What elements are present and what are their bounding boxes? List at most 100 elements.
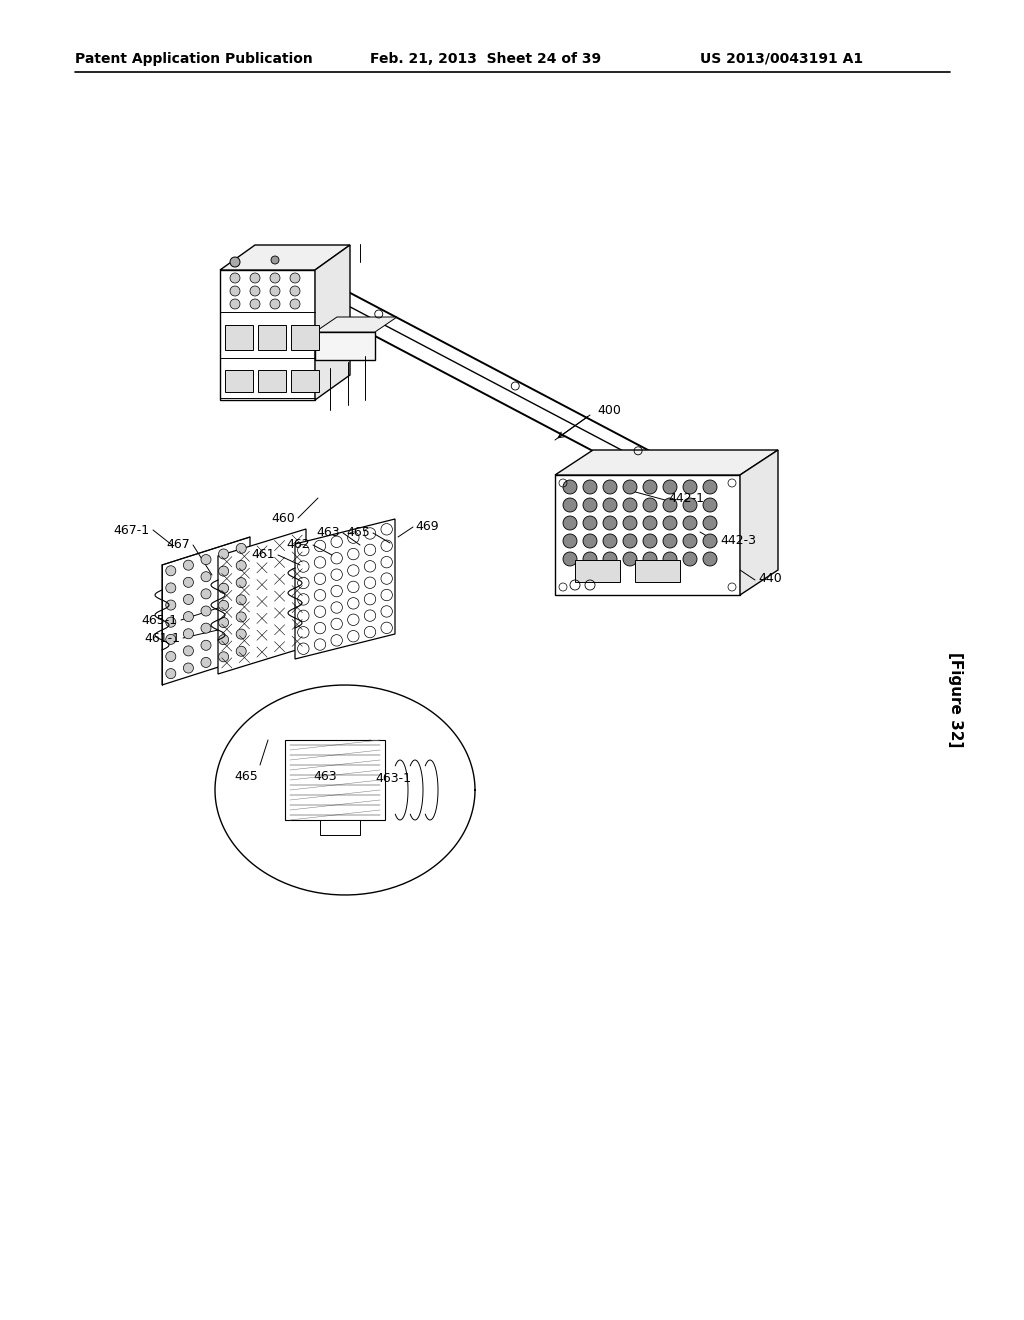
Text: 461-1: 461-1 — [144, 631, 180, 644]
Circle shape — [623, 552, 637, 566]
Circle shape — [183, 594, 194, 605]
Circle shape — [703, 498, 717, 512]
Circle shape — [703, 480, 717, 494]
Circle shape — [183, 560, 194, 570]
Bar — [258, 370, 286, 392]
Circle shape — [563, 480, 577, 494]
Bar — [258, 325, 286, 350]
Text: Patent Application Publication: Patent Application Publication — [75, 51, 312, 66]
Circle shape — [237, 561, 246, 570]
Bar — [635, 560, 680, 582]
Text: 463-1: 463-1 — [375, 772, 411, 785]
Circle shape — [166, 583, 176, 593]
Polygon shape — [220, 246, 350, 271]
Circle shape — [270, 300, 280, 309]
Circle shape — [218, 549, 228, 558]
Circle shape — [623, 516, 637, 531]
Circle shape — [583, 552, 597, 566]
Circle shape — [183, 611, 194, 622]
Circle shape — [230, 257, 240, 267]
Circle shape — [237, 630, 246, 639]
Circle shape — [230, 286, 240, 296]
Circle shape — [270, 273, 280, 282]
Text: 442-1: 442-1 — [668, 491, 705, 504]
Circle shape — [563, 535, 577, 548]
Circle shape — [623, 498, 637, 512]
Polygon shape — [220, 271, 315, 400]
Circle shape — [183, 663, 194, 673]
Circle shape — [270, 286, 280, 296]
Text: 467-1: 467-1 — [114, 524, 150, 536]
Text: 442-3: 442-3 — [720, 533, 756, 546]
Circle shape — [201, 623, 211, 634]
Circle shape — [166, 566, 176, 576]
Circle shape — [663, 516, 677, 531]
Circle shape — [643, 535, 657, 548]
Circle shape — [683, 516, 697, 531]
Text: 465-1: 465-1 — [142, 614, 178, 627]
Circle shape — [166, 618, 176, 627]
Bar — [225, 325, 253, 350]
Circle shape — [183, 645, 194, 656]
Circle shape — [583, 498, 597, 512]
Circle shape — [237, 647, 246, 656]
Circle shape — [663, 480, 677, 494]
Text: 465: 465 — [234, 770, 258, 783]
Circle shape — [230, 273, 240, 282]
Circle shape — [643, 480, 657, 494]
Circle shape — [663, 535, 677, 548]
Circle shape — [623, 480, 637, 494]
Circle shape — [603, 516, 617, 531]
Circle shape — [583, 535, 597, 548]
Circle shape — [683, 552, 697, 566]
Circle shape — [237, 544, 246, 553]
Circle shape — [237, 595, 246, 605]
Polygon shape — [295, 519, 395, 659]
Circle shape — [218, 601, 228, 610]
Circle shape — [218, 635, 228, 644]
Circle shape — [703, 552, 717, 566]
Circle shape — [218, 566, 228, 576]
Text: [Figure 32]: [Figure 32] — [947, 652, 963, 747]
Text: 462: 462 — [287, 539, 310, 552]
Text: 460: 460 — [271, 511, 295, 524]
Polygon shape — [162, 537, 250, 685]
Circle shape — [250, 286, 260, 296]
Polygon shape — [555, 475, 740, 595]
Circle shape — [230, 300, 240, 309]
Polygon shape — [555, 450, 778, 475]
Text: 469: 469 — [415, 520, 438, 533]
Circle shape — [623, 535, 637, 548]
Text: 400: 400 — [597, 404, 621, 417]
Circle shape — [271, 256, 279, 264]
Circle shape — [290, 300, 300, 309]
Circle shape — [218, 583, 228, 593]
Circle shape — [250, 300, 260, 309]
Circle shape — [603, 535, 617, 548]
Bar — [291, 370, 319, 392]
Circle shape — [166, 652, 176, 661]
Bar — [319, 820, 360, 836]
Circle shape — [201, 554, 211, 565]
Text: 467: 467 — [166, 539, 190, 552]
Circle shape — [218, 618, 228, 627]
Circle shape — [250, 273, 260, 282]
Circle shape — [290, 273, 300, 282]
Circle shape — [166, 601, 176, 610]
Polygon shape — [315, 317, 397, 333]
Text: 465: 465 — [346, 527, 370, 540]
Polygon shape — [315, 246, 350, 400]
Circle shape — [643, 552, 657, 566]
Circle shape — [201, 606, 211, 616]
Circle shape — [683, 480, 697, 494]
Circle shape — [683, 535, 697, 548]
Circle shape — [166, 669, 176, 678]
Circle shape — [583, 516, 597, 531]
Circle shape — [643, 516, 657, 531]
Circle shape — [166, 635, 176, 644]
Circle shape — [703, 535, 717, 548]
Text: 440: 440 — [758, 572, 781, 585]
Polygon shape — [218, 529, 306, 675]
Circle shape — [563, 516, 577, 531]
Bar — [291, 325, 319, 350]
